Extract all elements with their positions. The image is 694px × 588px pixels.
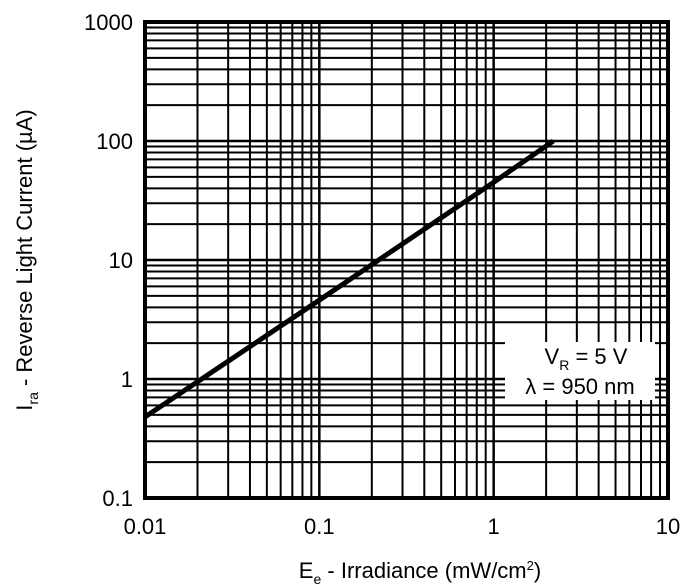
y-axis-label: Ira - Reverse Light Current (µA) [12, 109, 41, 410]
annotation-line2: λ = 950 nm [525, 374, 634, 399]
y-tick-labels: 0.1 1 10 100 1000 [84, 10, 133, 511]
x-tick-label: 0.01 [124, 514, 167, 539]
y-tick-label: 1 [121, 367, 133, 392]
grid [145, 22, 668, 498]
series-line [143, 138, 555, 420]
x-axis-label: Ee - Irradiance (mW/cm2) [299, 558, 541, 587]
x-tick-label: 10 [656, 514, 680, 539]
plot-frame [143, 20, 670, 500]
y-tick-label: 0.1 [102, 486, 133, 511]
series [143, 138, 555, 420]
y-tick-label: 10 [109, 248, 133, 273]
y-tick-label: 1000 [84, 10, 133, 35]
annotation-line1: VR = 5 V [545, 344, 628, 373]
x-tick-labels: 0.01 0.1 1 10 [124, 514, 681, 539]
annotation-box [505, 342, 655, 400]
x-tick-label: 0.1 [304, 514, 335, 539]
y-tick-label: 100 [96, 129, 133, 154]
x-tick-label: 1 [488, 514, 500, 539]
